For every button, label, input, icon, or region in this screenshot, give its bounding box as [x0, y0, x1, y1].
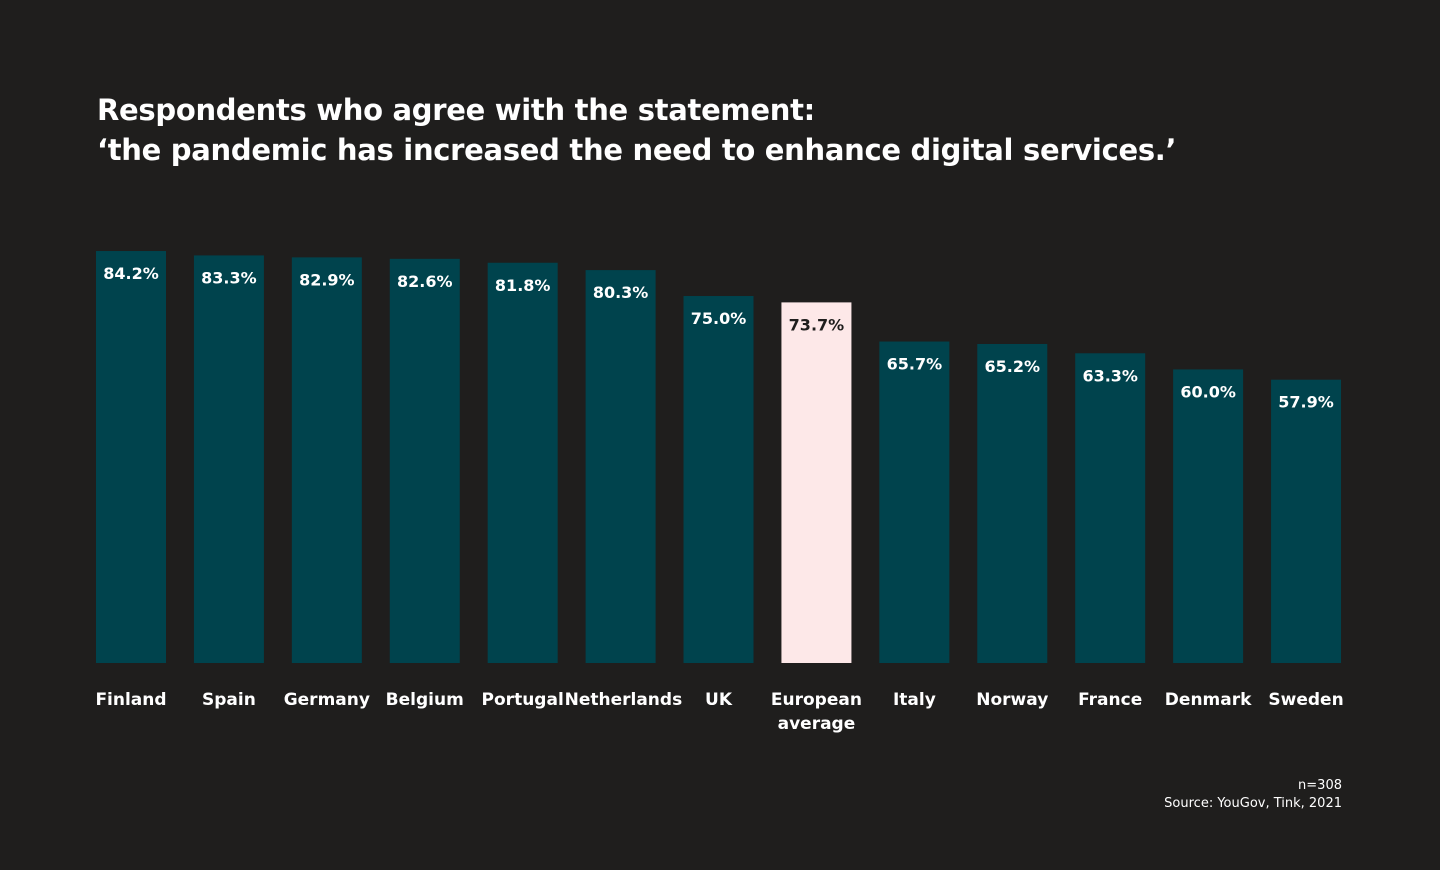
value-label: 80.3% — [593, 283, 649, 302]
value-label: 84.2% — [103, 264, 159, 283]
value-label: 65.7% — [887, 355, 943, 374]
x-tick-label: UK — [705, 690, 732, 710]
bar — [879, 341, 950, 663]
value-label: 60.0% — [1180, 382, 1236, 401]
value-label: 81.8% — [495, 276, 551, 295]
x-tick-label: Belgium — [385, 690, 464, 710]
value-label: 82.9% — [299, 270, 355, 289]
bar — [585, 270, 656, 663]
x-tick-label: Sweden — [1268, 690, 1344, 710]
footnote: n=308 Source: YouGov, Tink, 2021 — [1164, 777, 1342, 813]
bar — [96, 251, 166, 663]
value-label: 75.0% — [691, 309, 747, 328]
title-line: Respondents who agree with the statement… — [97, 93, 815, 127]
source: Source: YouGov, Tink, 2021 — [1164, 796, 1342, 811]
bar — [193, 255, 264, 664]
value-label: 65.2% — [985, 357, 1041, 376]
title-line: ‘the pandemic has increased the need to … — [97, 133, 1177, 167]
bar — [1173, 369, 1244, 663]
value-label: 63.3% — [1082, 366, 1138, 385]
x-tick-label: Italy — [892, 690, 936, 710]
x-tick-label: Germany — [283, 690, 370, 710]
x-tick-label: France — [1078, 690, 1143, 710]
x-tick-label: Denmark — [1164, 690, 1252, 710]
x-tick-label: Norway — [976, 690, 1049, 710]
value-label: 73.7% — [789, 315, 845, 334]
chart-title: Respondents who agree with the statement… — [97, 90, 1177, 170]
bar — [977, 343, 1048, 663]
x-tick-label: Finland — [95, 690, 167, 710]
bar — [1075, 353, 1146, 663]
value-label: 82.6% — [397, 272, 453, 291]
bar — [291, 257, 362, 663]
sample-size: n=308 — [1298, 778, 1342, 793]
bar — [487, 262, 558, 663]
value-label: 83.3% — [201, 268, 257, 287]
x-tick-label: European average — [770, 690, 862, 734]
value-label: 57.9% — [1278, 393, 1334, 412]
bar — [781, 302, 852, 663]
bar — [683, 296, 754, 663]
x-tick-label: Spain — [201, 690, 256, 710]
x-tick-label: Portugal — [481, 690, 564, 710]
x-tick-label: Netherlands — [564, 690, 683, 710]
bar — [389, 258, 460, 663]
bar — [1271, 379, 1342, 663]
